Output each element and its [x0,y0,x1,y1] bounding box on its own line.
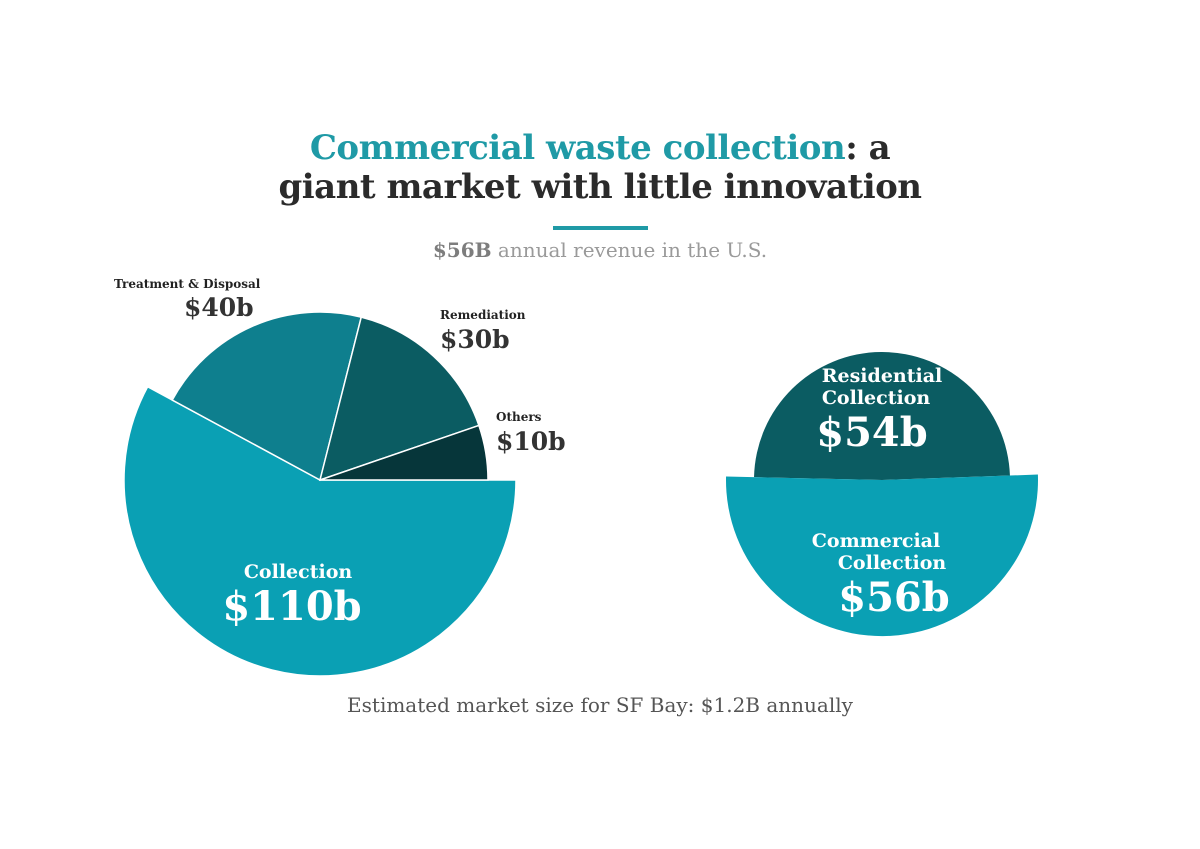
title-accent: Commercial waste collection [309,128,846,168]
slice-label-treatment-disposal: Treatment & Disposal [114,277,261,291]
pie-slice-commercial-collection [725,474,1038,637]
page-title-line-2: giant market with little innovation [278,167,922,207]
slice-value-others: $10b [496,427,566,456]
collection-split-pie: Residential Collection $54b Commercial C… [725,352,1038,637]
page-title-line-1: Commercial waste collection: a [0,128,1200,168]
slice-label-commercial-line-2: Collection [838,552,947,574]
slice-label-residential-line-1: Residential [822,365,943,387]
footnote: Estimated market size for SF Bay: $1.2B … [347,693,853,717]
slice-label-commercial-line-1: Commercial [812,530,940,552]
pie-slice-treatment-disposal [171,311,363,482]
pie-slice-residential-collection [754,352,1010,480]
pie-slice-collection [123,385,517,677]
slice-value-commercial: $56b [838,574,949,621]
slice-value-treatment-disposal: $40b [184,293,254,322]
subtitle-strong: $56B [432,238,492,262]
slice-value-residential: $54b [816,409,927,456]
slice-value-remediation: $30b [440,325,510,354]
subtitle-rest: annual revenue in the U.S. [491,238,768,262]
pie-slice-others [319,424,489,481]
slice-label-others: Others [496,410,542,424]
subtitle: $56B annual revenue in the U.S. [0,238,1200,262]
slice-label-residential-line-2: Collection [822,387,931,409]
slice-label-remediation: Remediation [440,308,526,322]
slice-label-collection: Collection [244,561,353,583]
pie-slice-remediation [318,316,480,482]
market-pie: Treatment & Disposal $40b Remediation $3… [114,277,566,677]
title-divider [553,226,648,230]
title-rest: : a [845,128,891,168]
slice-value-collection: $110b [222,583,361,630]
